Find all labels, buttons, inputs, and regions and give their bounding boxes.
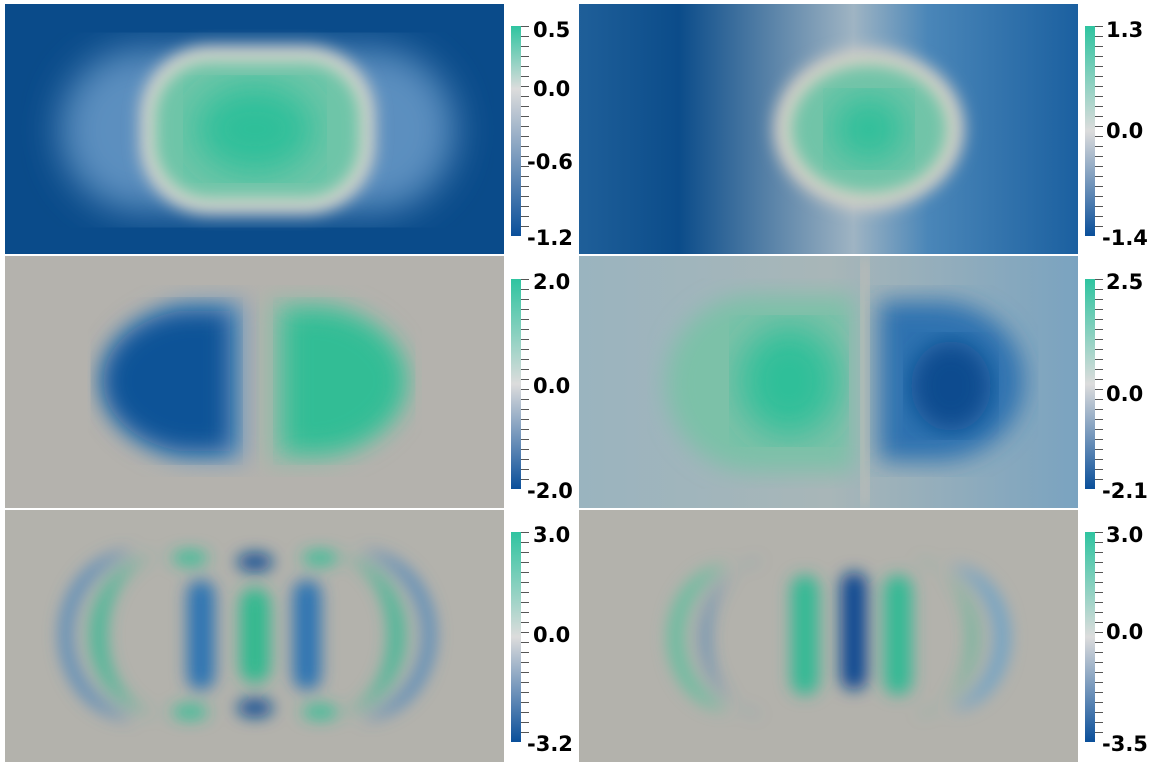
- colorbar-min-label-r3c1: -3.2: [527, 732, 573, 756]
- colorbar-r2c2: [1085, 279, 1095, 489]
- colorbar-ticks-r1c1: [521, 26, 529, 236]
- colorbar-r1c2: [1085, 26, 1095, 236]
- colorbar-min-label-r1c1: -1.2: [527, 226, 573, 250]
- field-plot-r2c1: [5, 256, 504, 508]
- colorbar-zero-label-r2c1: 0.0: [533, 374, 571, 398]
- colorbar-min-label-r2c1: -2.0: [527, 479, 573, 503]
- colorbar-ticks-r2c1: [521, 279, 529, 489]
- colorbar-r1c1: [511, 26, 521, 236]
- colorbar-max-label-r3c2: 3.0: [1106, 523, 1144, 547]
- colorbar-ticks-r3c1: [521, 532, 529, 742]
- colorbar-ticks-r1c2: [1095, 26, 1103, 236]
- colorbar-ticks-r3c2: [1095, 532, 1103, 742]
- field-plot-r3c1: [5, 510, 504, 762]
- field-plot-r3c2: [579, 510, 1078, 762]
- field-plot-r2c2: [579, 256, 1078, 508]
- colorbar-max-label-r3c1: 3.0: [533, 523, 571, 547]
- colorbar-max-label-r1c1: 0.5: [533, 18, 571, 42]
- field-plot-r1c1: [5, 4, 504, 254]
- colorbar-max-label-r1c2: 1.3: [1106, 18, 1144, 42]
- colorbar-min-label-r3c2: -3.5: [1102, 732, 1148, 756]
- colorbar-zero-label-r1c2: 0.0: [1106, 119, 1144, 143]
- colorbar-zero-label-r1c1: 0.0: [533, 77, 571, 101]
- colorbar-r3c1: [511, 532, 521, 742]
- colorbar-max-label-r2c1: 2.0: [533, 270, 571, 294]
- colorbar-r3c2: [1085, 532, 1095, 742]
- colorbar-max-label-r2c2: 2.5: [1106, 270, 1144, 294]
- colorbar-zero-label-r2c2: 0.0: [1106, 382, 1144, 406]
- colorbar-min-label-r1c2: -1.4: [1102, 226, 1148, 250]
- field-plot-r1c2: [579, 4, 1078, 254]
- colorbar-mid-label-r1c1: -0.6: [527, 150, 573, 174]
- colorbar-r2c1: [511, 279, 521, 489]
- colorbar-ticks-r2c2: [1095, 279, 1103, 489]
- colorbar-zero-label-r3c2: 0.0: [1106, 620, 1144, 644]
- colorbar-zero-label-r3c1: 0.0: [533, 623, 571, 647]
- colorbar-min-label-r2c2: -2.1: [1102, 479, 1148, 503]
